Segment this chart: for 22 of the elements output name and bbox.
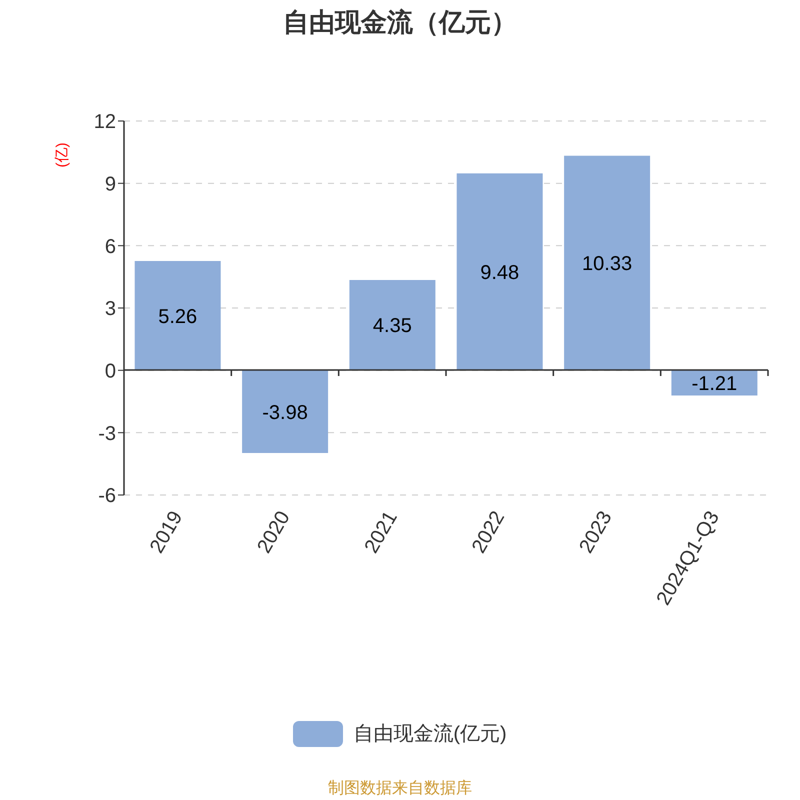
y-tick-label: 0: [104, 360, 116, 382]
y-tick-label: -6: [98, 485, 116, 508]
y-tick-label: 9: [104, 173, 116, 196]
y-tick-label: 6: [104, 236, 116, 258]
y-tick-label: 12: [94, 111, 116, 134]
data-label: -1.21: [692, 373, 738, 396]
bar: [564, 156, 650, 370]
bar: [349, 280, 436, 370]
bar: [456, 173, 543, 370]
y-tick-label: -3: [98, 422, 116, 445]
bar: [242, 370, 328, 454]
data-label: 5.26: [158, 306, 198, 328]
y-tick-label: 3: [104, 298, 116, 320]
data-label: 9.48: [480, 262, 520, 284]
y-axis-title: (亿): [54, 142, 70, 168]
chart-title: 自由现金流（亿元）: [282, 6, 518, 39]
data-label: 4.35: [372, 315, 412, 338]
legend-label: 自由现金流(亿元): [353, 722, 507, 747]
data-label: 10.33: [582, 253, 632, 276]
text: 制图数据来自数据库: [327, 778, 473, 799]
data-label: -3.98: [262, 402, 308, 424]
bar: [134, 261, 221, 370]
